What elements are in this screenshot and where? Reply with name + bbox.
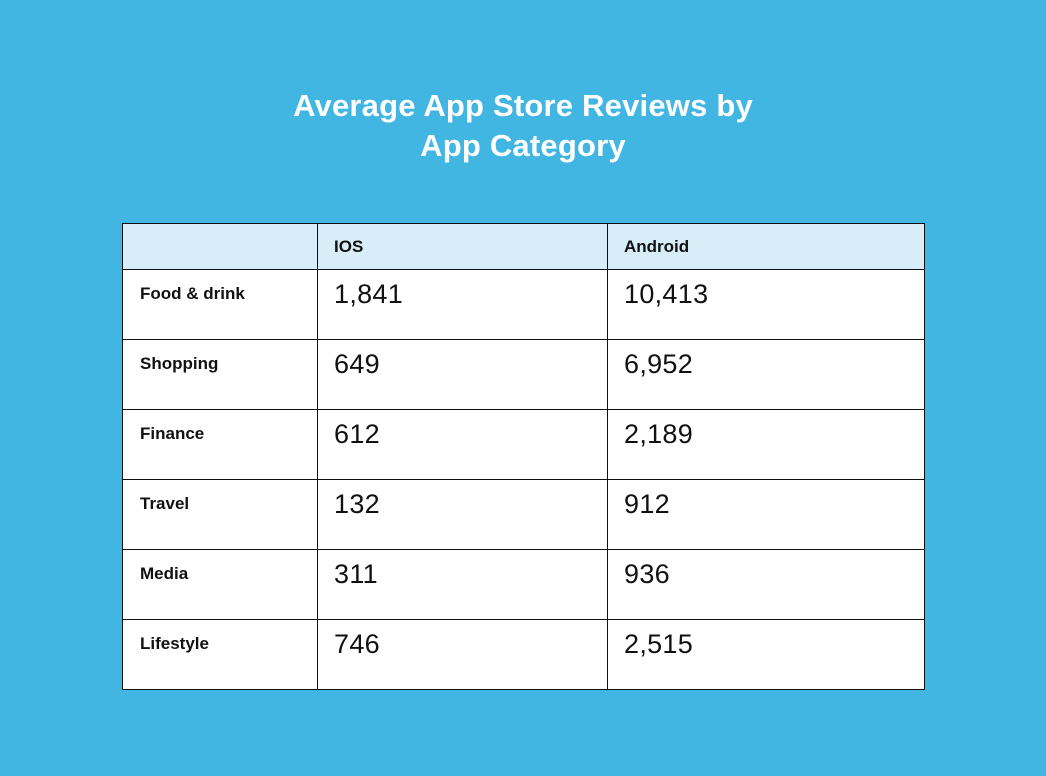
table-header-ios: IOS	[317, 223, 608, 270]
table-header-row: IOS Android	[122, 223, 925, 270]
table-row: Media 311 936	[122, 549, 925, 620]
page-title-line-2: App Category	[420, 128, 626, 163]
ios-value: 649	[317, 339, 608, 410]
android-value: 10,413	[607, 269, 925, 340]
android-value: 2,515	[607, 619, 925, 690]
page-title: Average App Store Reviews by App Categor…	[0, 86, 1046, 166]
row-category: Travel	[122, 479, 318, 550]
ios-value: 1,841	[317, 269, 608, 340]
ios-value: 311	[317, 549, 608, 620]
row-category: Food & drink	[122, 269, 318, 340]
android-value: 912	[607, 479, 925, 550]
table-row: Shopping 649 6,952	[122, 339, 925, 410]
row-category: Lifestyle	[122, 619, 318, 690]
android-value: 2,189	[607, 409, 925, 480]
ios-value: 612	[317, 409, 608, 480]
ios-value: 132	[317, 479, 608, 550]
android-value: 6,952	[607, 339, 925, 410]
page-title-line-1: Average App Store Reviews by	[293, 88, 753, 123]
android-value: 936	[607, 549, 925, 620]
reviews-table: IOS Android Food & drink 1,841 10,413 Sh…	[122, 223, 925, 690]
table-row: Travel 132 912	[122, 479, 925, 550]
row-category: Finance	[122, 409, 318, 480]
row-category: Shopping	[122, 339, 318, 410]
table-header-blank	[122, 223, 318, 270]
row-category: Media	[122, 549, 318, 620]
table-row: Finance 612 2,189	[122, 409, 925, 480]
table-row: Food & drink 1,841 10,413	[122, 269, 925, 340]
table-header-android: Android	[607, 223, 925, 270]
ios-value: 746	[317, 619, 608, 690]
table-row: Lifestyle 746 2,515	[122, 619, 925, 690]
